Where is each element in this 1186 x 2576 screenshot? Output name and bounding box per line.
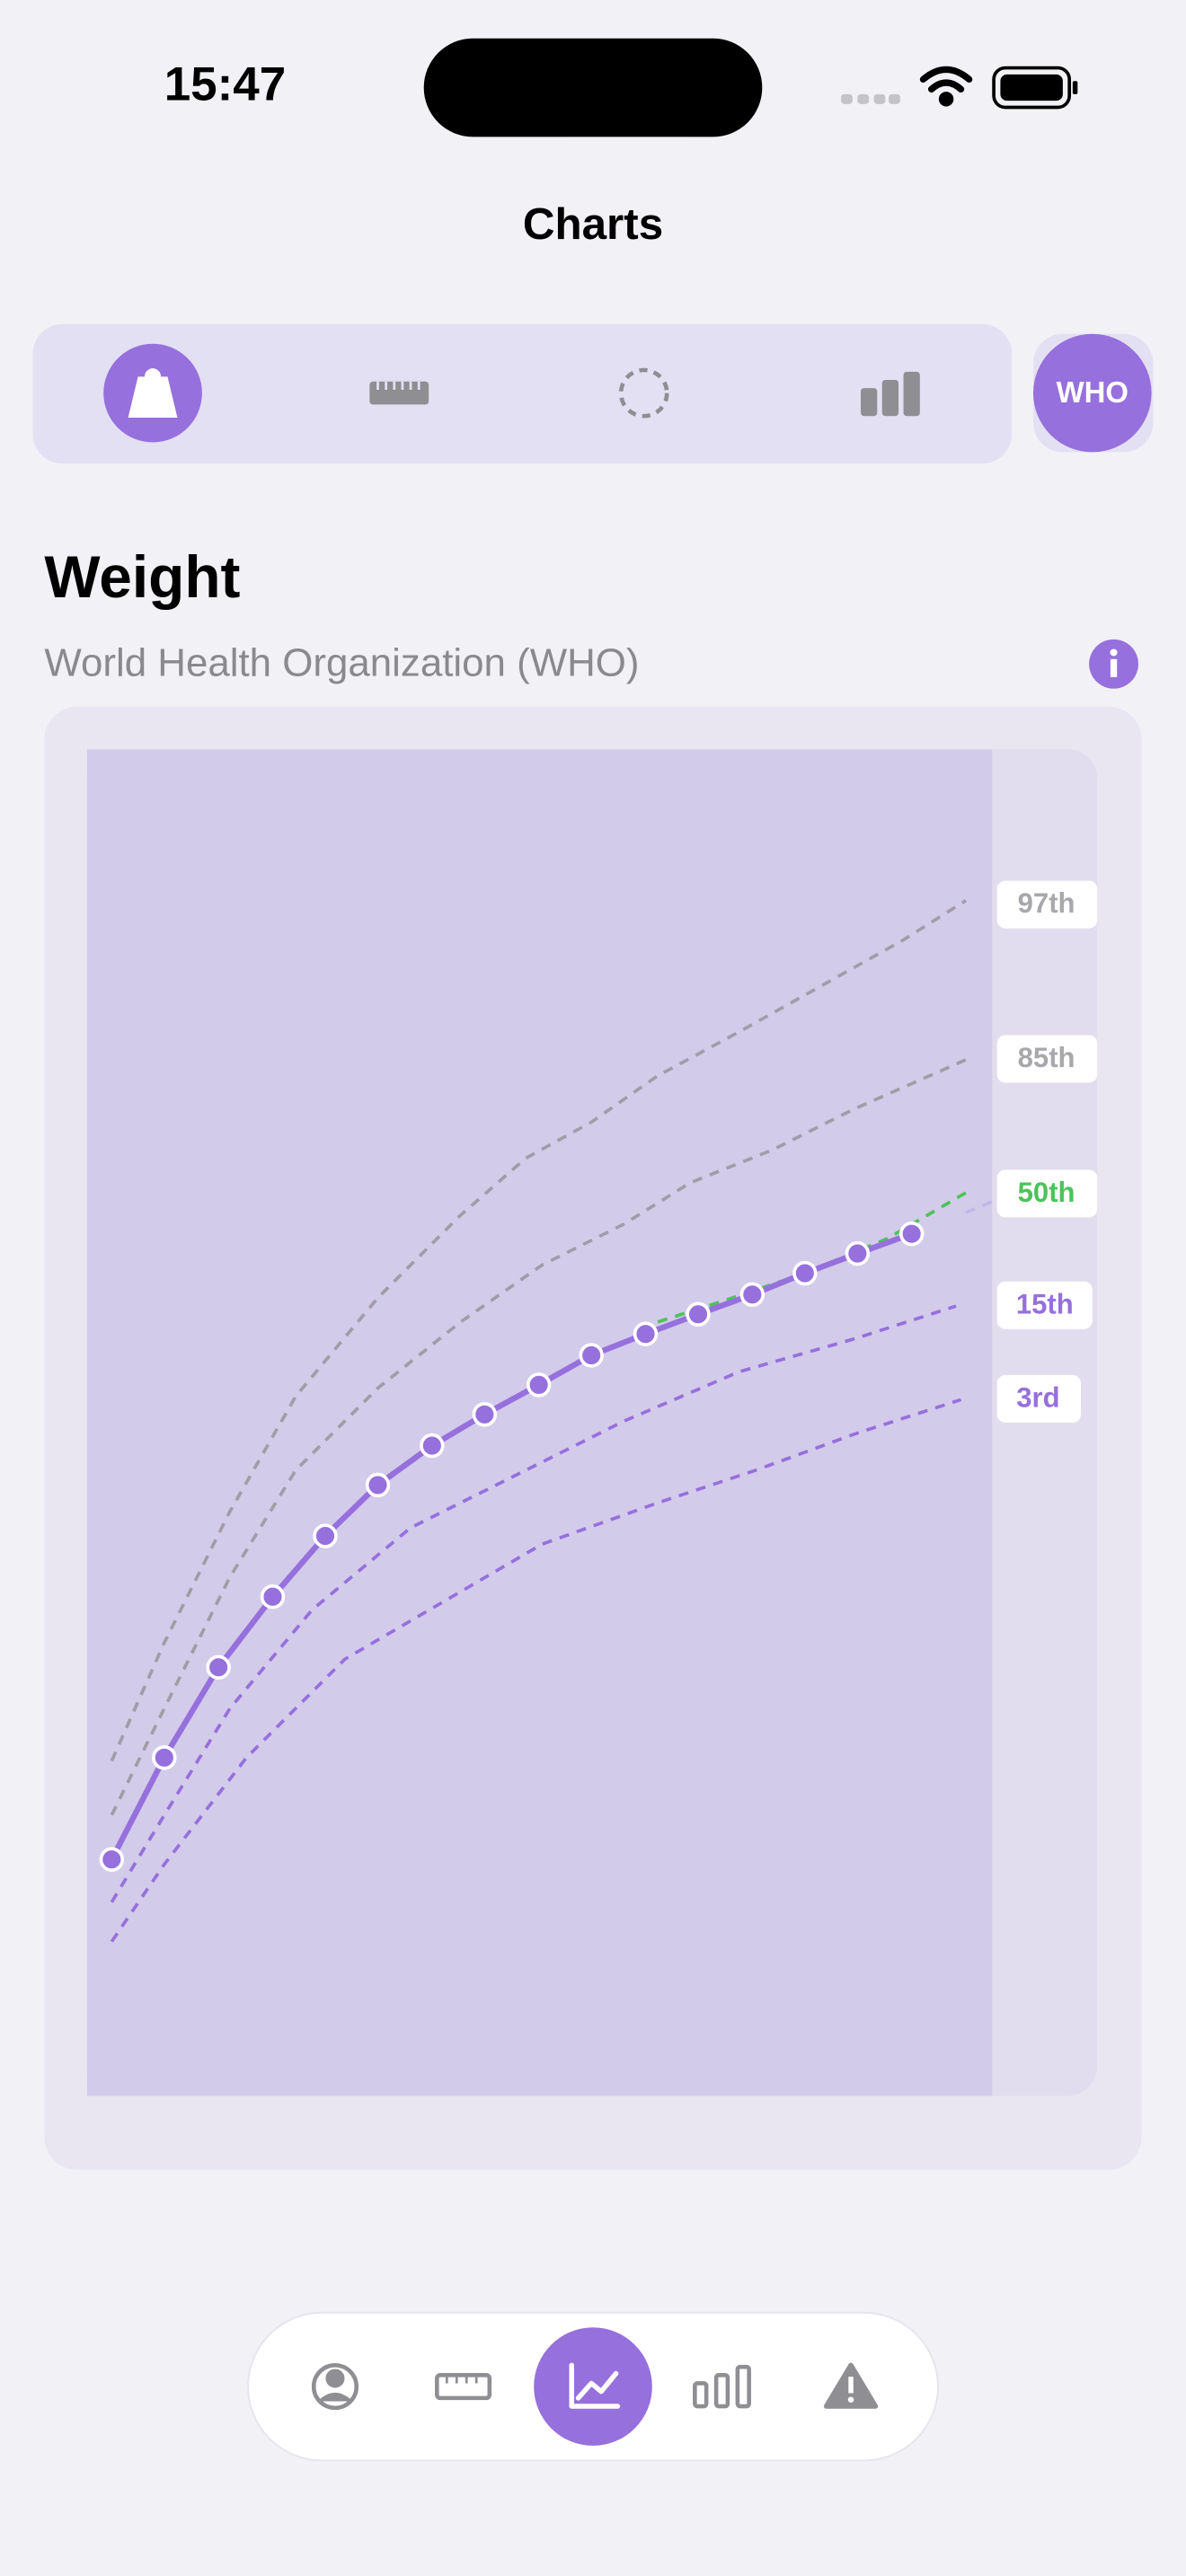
percentile-label: 97th xyxy=(1018,887,1075,919)
profile-tab[interactable] xyxy=(311,2363,359,2411)
section-subtitle: World Health Organization (WHO) xyxy=(44,641,639,685)
percentile-label: 85th xyxy=(1018,1042,1075,1073)
curve-85 xyxy=(110,1058,967,1816)
plot-shaded-region xyxy=(86,749,993,2096)
section-title: Weight xyxy=(44,543,240,610)
battery-icon xyxy=(992,66,1078,110)
measurement-points xyxy=(99,1221,925,1872)
label-box xyxy=(996,1035,1098,1083)
label-box xyxy=(996,1281,1093,1329)
signal-icon xyxy=(841,93,900,104)
stats-tab[interactable] xyxy=(861,371,920,417)
info-button[interactable] xyxy=(1089,639,1138,689)
percentile-label: 50th xyxy=(1018,1177,1075,1208)
wifi-icon xyxy=(919,66,973,107)
who-button-label: WHO xyxy=(1057,375,1128,409)
curve-15 xyxy=(110,1304,957,1903)
weight-icon xyxy=(128,368,178,419)
screen-title: Charts xyxy=(523,199,663,249)
alerts-tab[interactable] xyxy=(823,2362,879,2409)
label-box xyxy=(996,1374,1081,1423)
length-tab[interactable] xyxy=(369,381,429,405)
chart-type-selector xyxy=(32,323,1013,464)
percentile-label: 15th xyxy=(1016,1288,1074,1319)
measure-tab[interactable] xyxy=(435,2373,492,2401)
measurement-line xyxy=(109,1231,913,1861)
charts-icon xyxy=(569,2362,621,2409)
percentile-labels: 97th 85th 50th 15th 3rd xyxy=(996,880,1098,1423)
stats-nav-tab[interactable] xyxy=(693,2364,751,2409)
curve-3 xyxy=(110,1398,962,1943)
percentile-label: 3rd xyxy=(1016,1382,1059,1414)
head-tab[interactable] xyxy=(618,367,669,419)
curve-97 xyxy=(110,898,967,1762)
label-box xyxy=(996,1169,1098,1218)
dynamic-island xyxy=(423,38,763,137)
who-button[interactable] xyxy=(1032,333,1152,453)
label-box xyxy=(996,880,1098,929)
status-time: 15:47 xyxy=(164,58,287,111)
